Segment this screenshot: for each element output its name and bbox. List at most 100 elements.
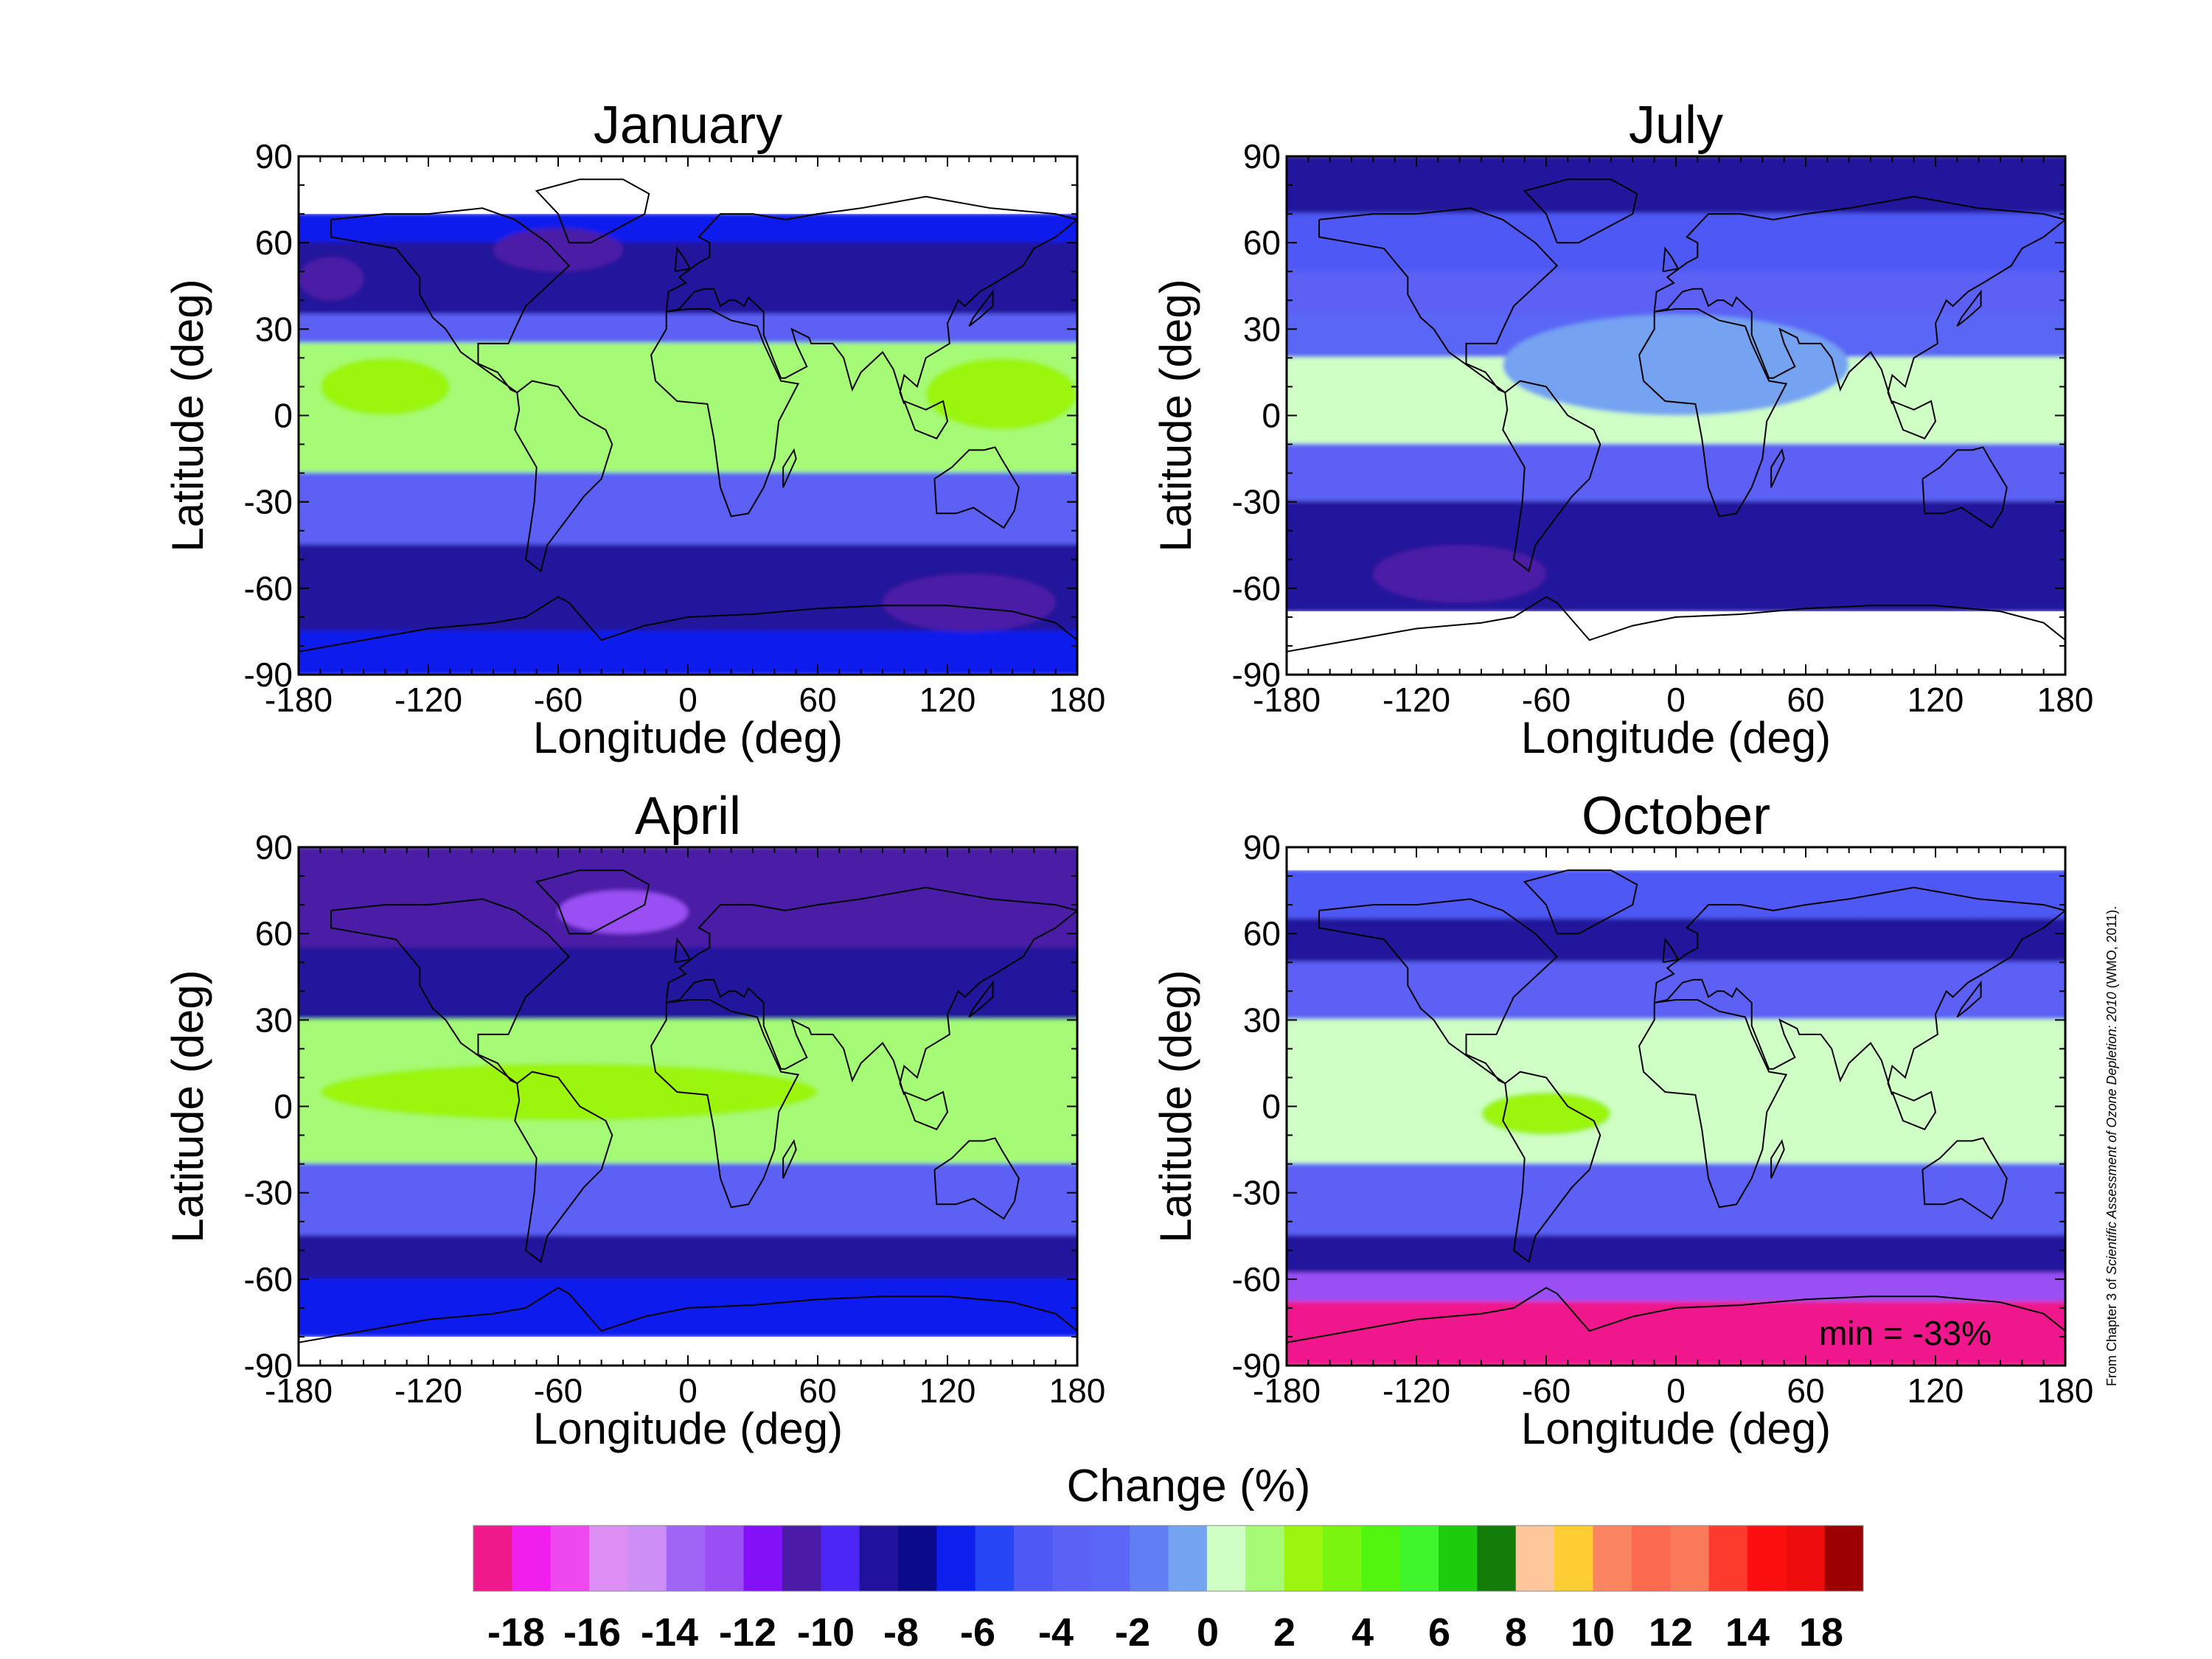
colorbar-cell [936,1526,976,1591]
colorbar-cell [1091,1526,1130,1591]
y-tick-label: 30 [255,310,293,348]
heatmap-feature [320,358,451,416]
coastline [535,869,650,935]
x-tick-label: -180 [1253,681,1321,719]
y-tick-label: 0 [1262,397,1281,435]
x-tick-label: -120 [394,681,462,719]
y-tick-label: -90 [244,1346,293,1385]
y-tick-label: 30 [1243,310,1281,348]
y-tick-label: 90 [255,828,293,866]
coastline [299,596,1077,653]
x-tick-label: -120 [394,1371,462,1410]
lat-band [1287,443,2065,503]
x-tick-label: 180 [2037,681,2094,719]
y-tick-label: -90 [1232,655,1281,694]
lat-band [1287,961,2065,1021]
x-tick-label: 0 [678,681,698,719]
colorbar-cell [1284,1526,1324,1591]
colorbar-tick-label: -12 [719,1610,776,1655]
coastline [1523,869,1638,935]
panel-title: October [1582,787,1770,846]
colorbar-cell [1168,1526,1208,1591]
y-tick-label: 90 [255,137,293,175]
colorbar-tick-label: 4 [1352,1610,1374,1655]
panels: -180 -120 -60 0 60 120 180 90 60 30 0 -30 -60 -90 Long… [163,96,2093,1453]
colorbar-cell [1747,1526,1787,1591]
coastline [650,999,800,1208]
x-tick-label: 0 [678,1371,698,1410]
coastline [1921,446,2008,529]
coastline [650,308,800,518]
axis-ticks [298,156,1078,675]
coastline [330,207,571,394]
y-tick-label: 90 [1243,828,1281,866]
x-tick-label: 0 [1666,1371,1686,1410]
y-tick-label: -90 [244,655,293,694]
x-axis-label: Longitude (deg) [533,713,843,762]
x-tick-label: 120 [919,1371,976,1410]
coastline [330,898,571,1085]
heatmap-field [299,847,1077,1337]
colorbar-cell [1322,1526,1362,1591]
y-axis-label: Latitude (deg) [1151,279,1200,552]
colorbar-cell [589,1526,628,1591]
coastlines [1287,869,2065,1343]
colorbar-cell [666,1526,706,1591]
coastline [1638,999,1788,1208]
colorbar-tick-label: 0 [1197,1610,1219,1655]
y-tick-label: -30 [1232,483,1281,521]
coastline [1287,596,2065,653]
y-axis-label: Latitude (deg) [1151,970,1200,1242]
lat-band [1287,1163,2065,1237]
y-axis-label: Latitude (deg) [163,970,212,1242]
coastline [1891,1091,1937,1130]
coastline [1318,898,1559,1085]
colorbar-cell [512,1526,552,1591]
colorbar-tick-label: -8 [883,1610,919,1655]
min-annotation: min = -33% [1819,1314,1992,1352]
x-tick-label: -60 [1522,681,1571,719]
coastline [665,886,1077,1096]
axis-ticks [1286,156,2066,675]
colorbar-tick-label: 6 [1428,1610,1450,1655]
heatmap-field [1287,870,2065,1366]
y-tick-label: 60 [255,914,293,953]
colorbar-cell [705,1526,745,1591]
coastlines [299,869,1077,1343]
x-tick-label: 120 [919,681,976,719]
coastline [1502,380,1601,573]
lat-band [299,1163,1077,1237]
coastline [1891,400,1937,439]
colorbar-tick-label: 12 [1649,1610,1693,1655]
coastline [1956,980,1982,1018]
x-tick-label: -180 [265,1371,333,1410]
heatmap-field [1287,156,2065,612]
colorbar-cells [473,1525,1864,1592]
x-tick-label: 180 [1049,1371,1106,1410]
colorbar-cell [897,1526,937,1591]
colorbar-cell [1014,1526,1053,1591]
colorbar-cell [1593,1526,1632,1591]
coastline [299,1287,1077,1343]
coastline [1653,886,2065,1096]
heatmap-feature [883,574,1056,632]
coastline [903,1091,949,1130]
x-tick-label: 180 [2037,1371,2094,1410]
x-axis-label: Longitude (deg) [1521,713,1831,762]
x-tick-label: 60 [1787,1371,1824,1410]
y-tick-label: -30 [244,483,293,521]
lat-band [299,947,1077,1021]
x-tick-label: 60 [799,681,836,719]
colorbar-cell [1361,1526,1401,1591]
map-panel-july: -180 -120 -60 0 60 120 180 90 60 30 0 -30 -60 -90 Long… [1151,96,2093,762]
coastline [514,1071,613,1264]
x-tick-label: 60 [799,1371,836,1410]
lat-band [1287,870,2065,920]
y-tick-label: -30 [1232,1174,1281,1212]
coastline [1956,289,1982,327]
coastline [1770,448,1785,488]
coastlines [299,178,1077,653]
heatmap-feature [1503,314,1849,416]
x-tick-label: 0 [1666,681,1686,719]
colorbar-tick-label: 10 [1571,1610,1615,1655]
